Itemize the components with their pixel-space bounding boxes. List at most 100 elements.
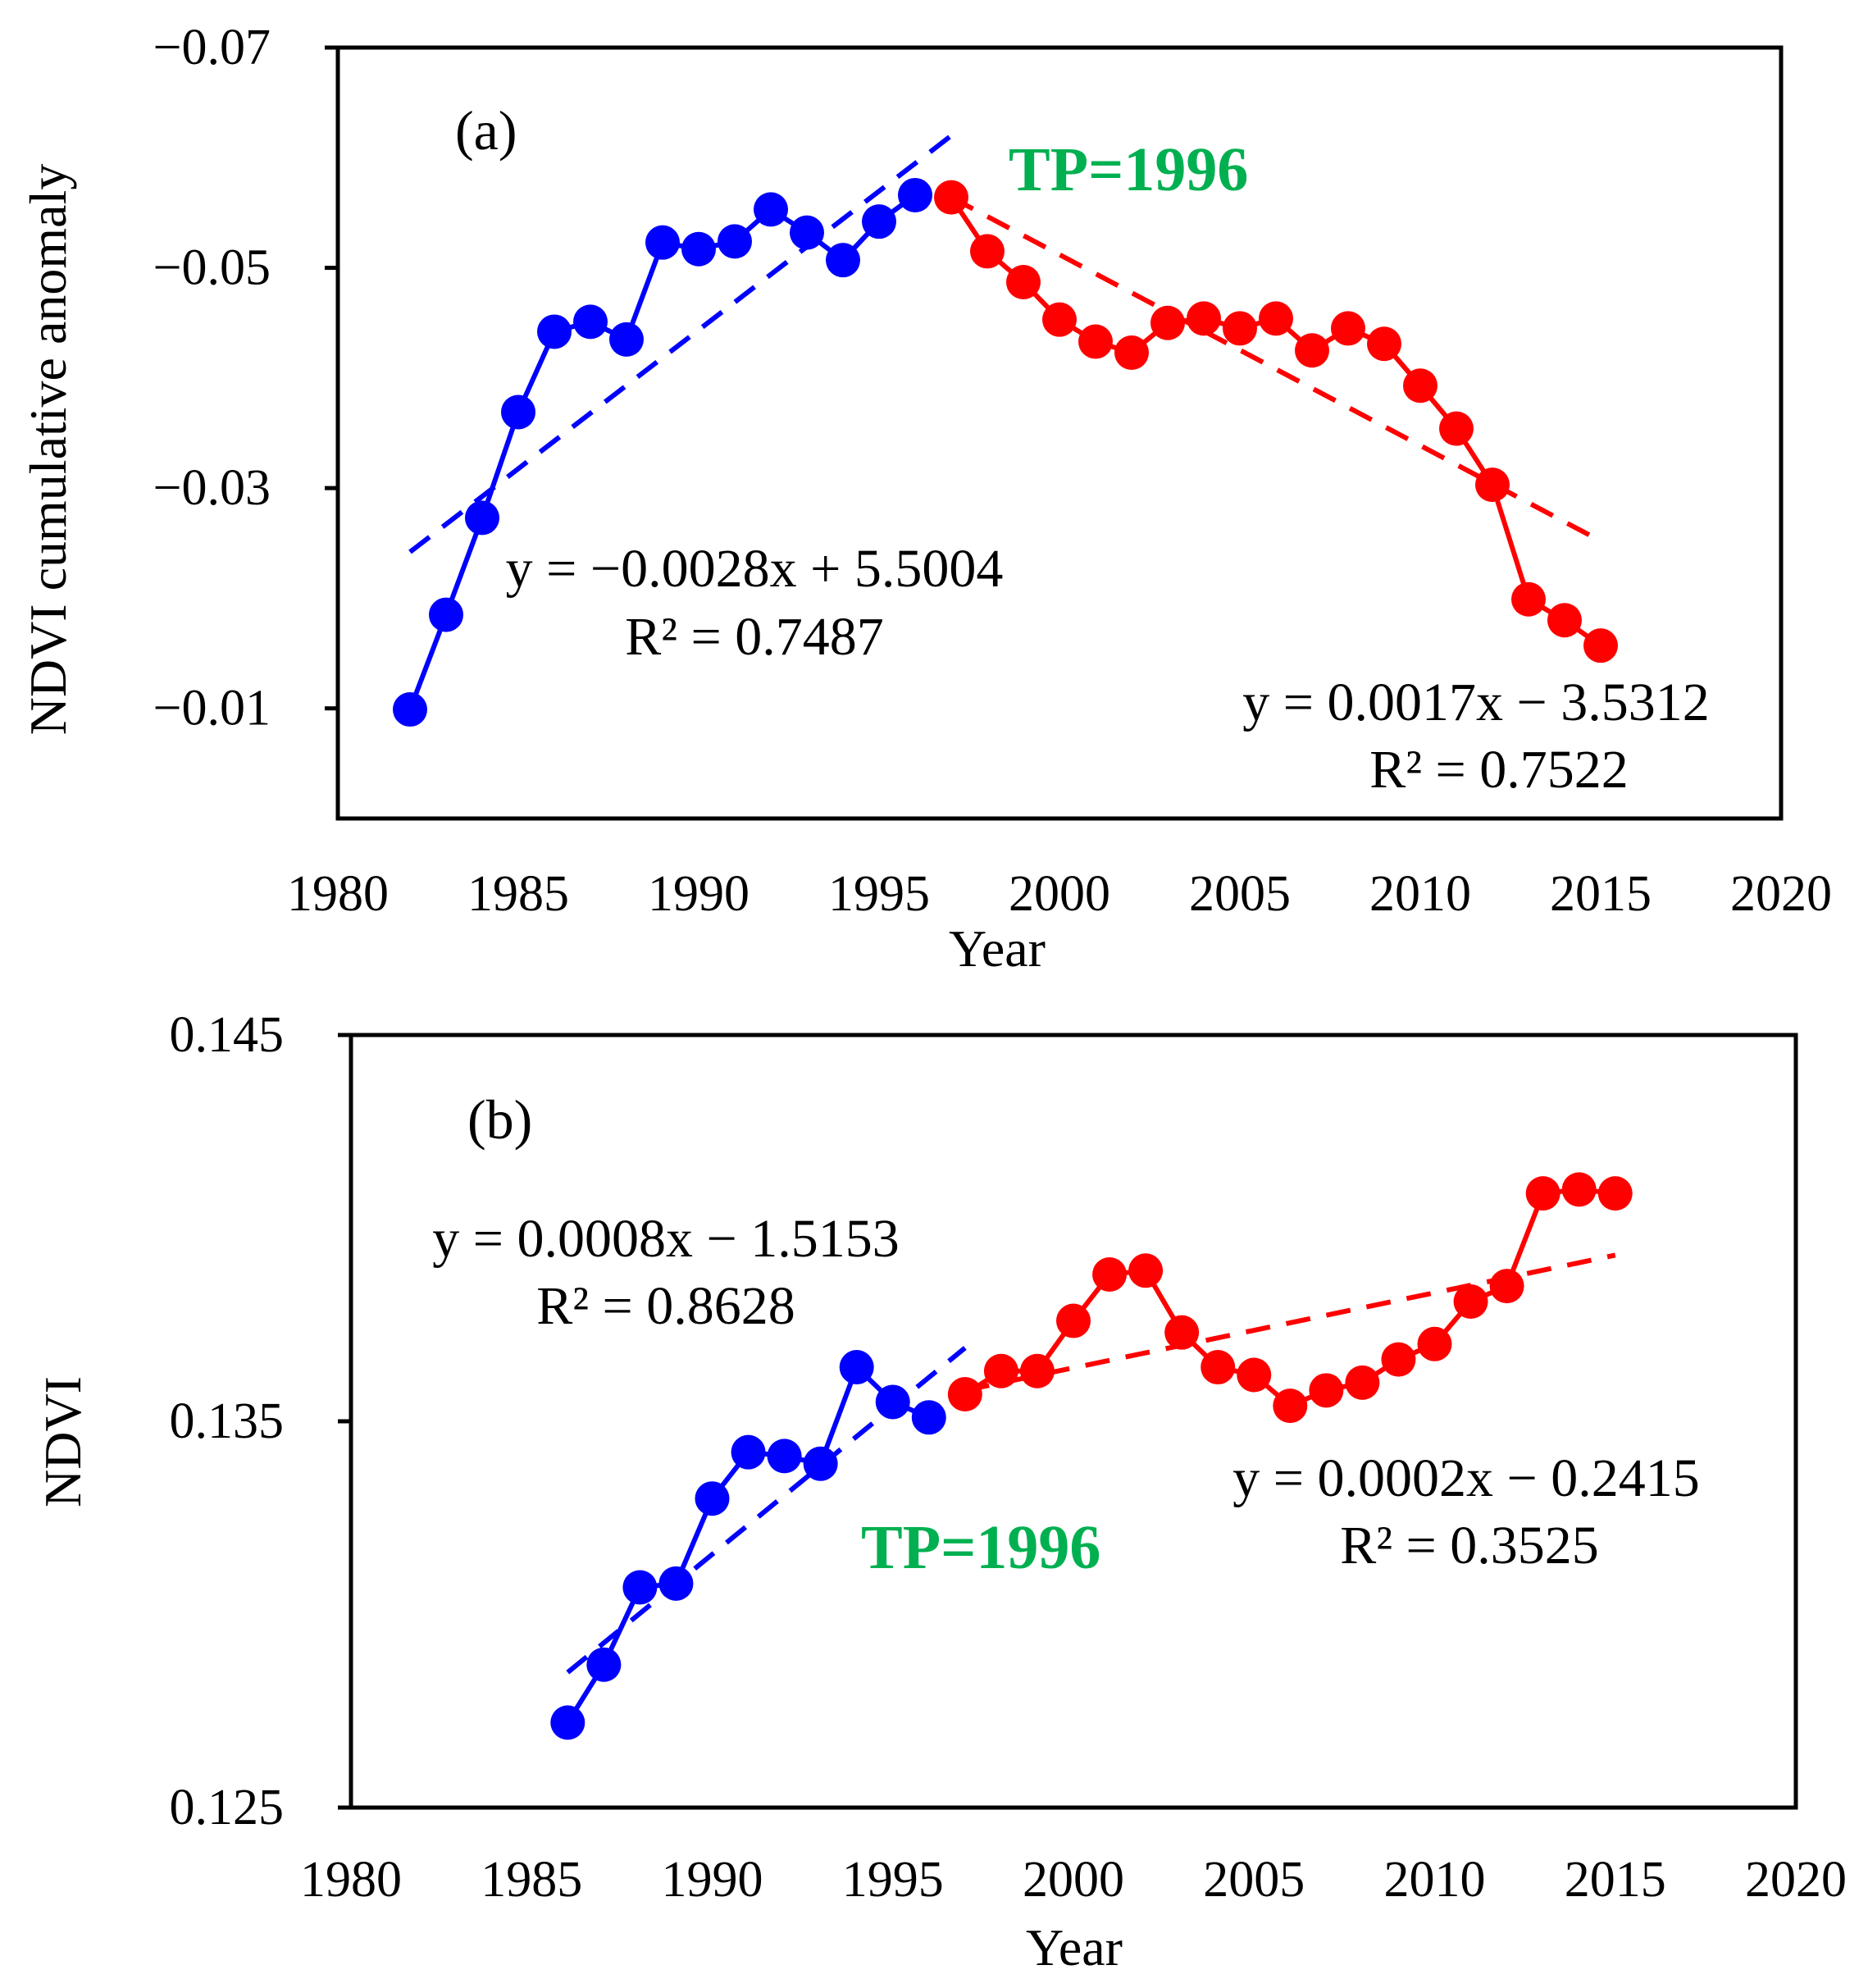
data-point-before-TP [645, 225, 680, 260]
data-point-after-TP [1561, 1172, 1597, 1207]
series-b [550, 1172, 1633, 1740]
data-point-after-TP [1403, 368, 1437, 404]
data-point-after-TP [1019, 1353, 1055, 1388]
data-point-before-TP [695, 1481, 730, 1516]
y-tick-labels-a: −0.07 −0.05 −0.03 −0.01 [153, 20, 338, 736]
x-tick-label: 1985 [467, 866, 569, 922]
data-point-after-TP [1273, 1388, 1308, 1424]
data-point-after-TP [1128, 1253, 1164, 1288]
data-point-after-TP [1114, 335, 1149, 370]
data-point-before-TP [767, 1439, 802, 1474]
data-point-after-TP [1489, 1269, 1524, 1304]
x-tick-label: 2000 [1009, 866, 1110, 922]
y-tick-label: 0.145 [170, 1007, 285, 1063]
data-point-before-TP [731, 1434, 766, 1470]
data-point-after-TP [1453, 1284, 1488, 1319]
x-tick-label: 1995 [842, 1852, 944, 1908]
data-point-after-TP [1042, 302, 1077, 337]
trend-r2-red-a: R² = 0.7522 [1369, 740, 1629, 800]
y-tick-label: −0.07 [153, 20, 271, 75]
x-tick-label: 2010 [1384, 1852, 1486, 1908]
data-point-after-TP [947, 1377, 982, 1412]
chart-panel-b: 1980 1985 1990 1995 2000 2005 2010 2015 2020 0.1… [34, 1007, 1847, 1977]
data-point-after-TP [983, 1353, 1018, 1388]
panel-label-a: (a) [455, 99, 517, 162]
data-point-before-TP [826, 243, 860, 278]
data-point-before-TP [609, 321, 644, 357]
data-point-after-TP [934, 180, 968, 215]
data-point-after-TP [1309, 1373, 1344, 1408]
y-tick-labels-b: 0.145 0.135 0.125 [170, 1007, 351, 1835]
data-point-after-TP [1078, 324, 1113, 359]
x-tick-label: 1985 [481, 1852, 582, 1908]
trend-equation-red-b: y = 0.0002x − 0.2415 [1232, 1448, 1699, 1508]
chart-panel-a: 1980 1985 1990 1995 2000 2005 2010 2015 2020 −0.… [19, 20, 1832, 978]
data-point-after-TP [1511, 581, 1546, 617]
data-point-after-TP [970, 234, 1005, 269]
data-point-after-TP [1295, 333, 1329, 368]
data-point-before-TP [586, 1647, 622, 1682]
x-tick-label: 1990 [662, 1852, 763, 1908]
data-point-before-TP [622, 1570, 658, 1605]
data-point-after-TP [1164, 1315, 1200, 1350]
data-point-after-TP [1201, 1350, 1236, 1385]
x-tick-label: 2005 [1203, 1852, 1305, 1908]
data-point-before-TP [911, 1400, 946, 1435]
data-point-after-TP [1237, 1357, 1272, 1393]
data-point-after-TP [1056, 1303, 1091, 1338]
data-point-after-TP [1331, 311, 1365, 346]
data-point-before-TP [501, 394, 535, 430]
data-point-before-TP [537, 314, 572, 349]
series-a [393, 177, 1618, 727]
data-point-after-TP [1092, 1257, 1128, 1293]
data-point-before-TP [875, 1384, 910, 1420]
y-tick-label: −0.03 [153, 460, 271, 516]
x-tick-labels-a: 1980 1985 1990 1995 2000 2005 2010 2015 2020 [287, 866, 1832, 922]
y-tick-label: 0.135 [170, 1393, 285, 1449]
x-tick-label: 1990 [648, 866, 749, 922]
trendlines-a [408, 134, 1602, 554]
data-point-before-TP [803, 1446, 838, 1481]
data-point-after-TP [1006, 265, 1041, 300]
data-point-after-TP [1187, 301, 1221, 336]
x-tick-label: 2020 [1730, 866, 1832, 922]
turning-point-label-a: TP=1996 [1009, 135, 1248, 204]
x-tick-label: 1980 [287, 866, 389, 922]
data-point-before-TP [862, 204, 896, 239]
data-point-before-TP [790, 215, 824, 250]
trend-r2-blue-b: R² = 0.8628 [536, 1276, 795, 1336]
x-tick-label: 2015 [1550, 866, 1652, 922]
x-tick-label: 2005 [1189, 866, 1291, 922]
data-point-after-TP [1259, 301, 1293, 336]
trendline-0 [408, 134, 953, 554]
data-point-before-TP [839, 1350, 874, 1385]
y-axis-label-b: NDVI [34, 1376, 92, 1507]
x-axis-label-b: Year [1026, 1918, 1123, 1977]
x-tick-label: 2020 [1745, 1852, 1847, 1908]
data-point-after-TP [1439, 411, 1474, 446]
data-point-before-TP [393, 692, 427, 727]
trend-equation-blue-a: y = −0.0028x + 5.5004 [506, 539, 1004, 599]
data-point-after-TP [1525, 1176, 1560, 1211]
x-tick-labels-b: 1980 1985 1990 1995 2000 2005 2010 2015 2020 [300, 1852, 1847, 1908]
x-axis-label-a: Year [949, 919, 1046, 978]
data-point-after-TP [1367, 326, 1401, 362]
data-point-before-TP [465, 500, 499, 536]
data-point-before-TP [550, 1705, 585, 1740]
trend-equation-red-a: y = 0.0017x − 3.5312 [1242, 673, 1709, 732]
data-point-before-TP [718, 224, 752, 259]
data-point-before-TP [658, 1566, 694, 1601]
x-tick-label: 2015 [1565, 1852, 1666, 1908]
series-line-after-TP [949, 195, 1602, 648]
data-point-before-TP [898, 177, 932, 212]
data-point-after-TP [1597, 1176, 1633, 1211]
x-tick-label: 1980 [300, 1852, 402, 1908]
data-point-before-TP [573, 304, 608, 340]
y-tick-label: −0.05 [153, 240, 271, 296]
data-point-before-TP [681, 231, 716, 267]
data-point-after-TP [1583, 628, 1618, 663]
x-tick-label: 2010 [1369, 866, 1471, 922]
trend-equation-blue-b: y = 0.0008x − 1.5153 [432, 1209, 899, 1269]
data-point-after-TP [1475, 467, 1510, 503]
